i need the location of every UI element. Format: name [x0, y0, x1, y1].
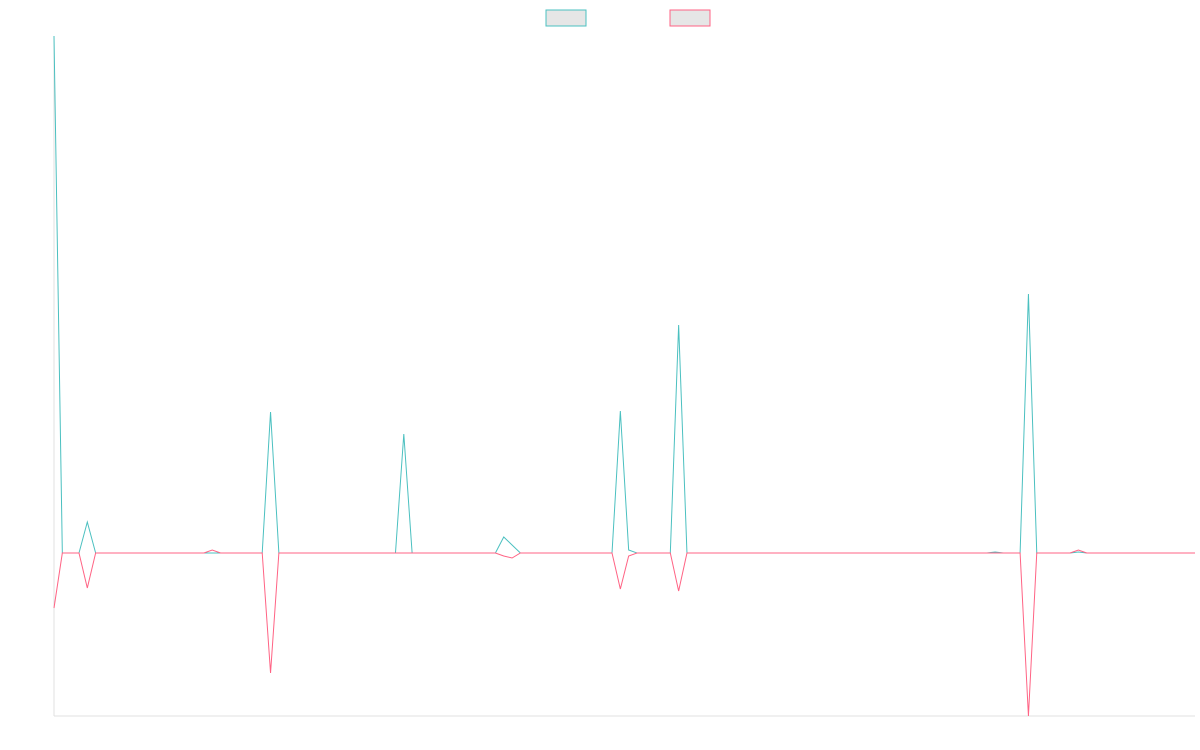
legend-swatch — [545, 9, 587, 27]
legend-swatch — [669, 9, 711, 27]
line-series — [53, 549, 1195, 717]
line-series — [53, 35, 1195, 554]
